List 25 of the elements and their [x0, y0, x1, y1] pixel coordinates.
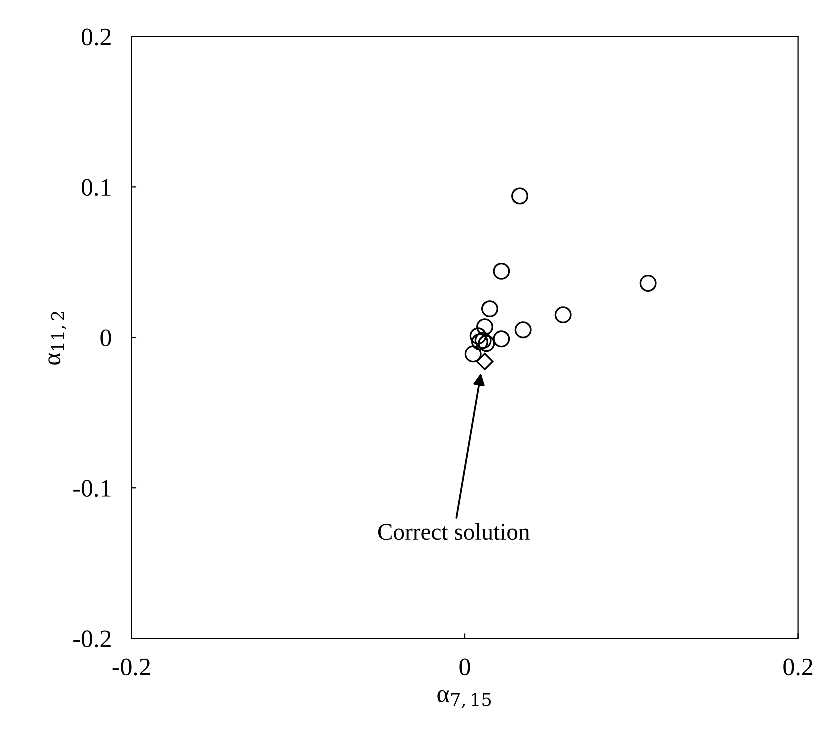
point [554, 306, 572, 324]
point [476, 353, 494, 370]
point [476, 318, 494, 336]
point [640, 274, 657, 292]
annotation: Correct solution [378, 524, 530, 540]
x-tick-label: 0 [460, 658, 470, 676]
x-tick-label: -0.2 [112, 658, 150, 676]
point [464, 346, 482, 363]
point [493, 262, 510, 280]
point [482, 300, 498, 318]
point [478, 335, 496, 352]
y-tick-label: -0.2 [74, 630, 111, 648]
point [474, 332, 492, 350]
y-tick-label: 0.2 [82, 28, 111, 46]
point [512, 188, 528, 205]
point [470, 328, 487, 345]
point [472, 334, 488, 351]
x-axis-title: α$_{7,15}$ [438, 690, 492, 708]
y-tick-label: 0 [100, 330, 112, 347]
y-tick-label: -0.1 [74, 480, 111, 498]
y-tick-label: 0.1 [82, 179, 111, 196]
x-tick-label: 0.2 [784, 658, 813, 676]
point [493, 330, 510, 348]
point [514, 322, 532, 339]
y-axis-title: α$_{11,2}$ [48, 312, 67, 365]
